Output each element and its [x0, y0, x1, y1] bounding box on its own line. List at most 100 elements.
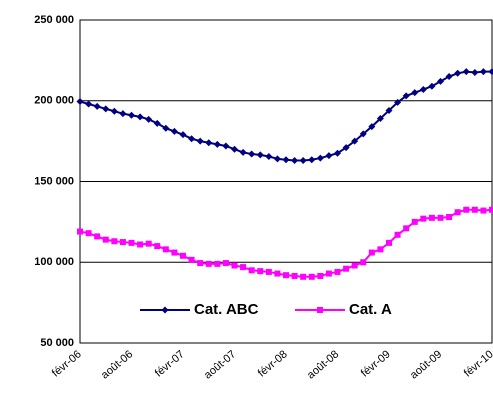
point	[368, 249, 375, 256]
point	[454, 209, 461, 216]
point	[308, 273, 315, 280]
point	[445, 73, 453, 81]
point	[222, 142, 230, 150]
point	[282, 156, 290, 164]
point	[359, 130, 367, 138]
point	[145, 240, 152, 247]
point	[351, 137, 359, 145]
point	[428, 214, 435, 221]
point	[180, 252, 186, 259]
point	[420, 215, 427, 222]
point	[360, 259, 367, 266]
point	[437, 214, 444, 221]
legend-marker	[317, 307, 323, 313]
point	[76, 98, 84, 106]
point	[248, 267, 255, 274]
point	[257, 268, 264, 275]
point	[428, 82, 436, 90]
point	[265, 152, 273, 160]
point	[231, 145, 238, 153]
y-tick-label: 250 000	[34, 14, 74, 26]
x-tick-label: août-07	[202, 348, 238, 381]
point	[222, 260, 229, 267]
point	[154, 243, 161, 250]
point	[239, 148, 247, 156]
legend-marker	[161, 306, 169, 314]
point	[419, 85, 427, 93]
y-tick-label: 200 000	[34, 95, 74, 107]
point	[488, 68, 493, 76]
point	[325, 152, 333, 160]
point	[291, 272, 298, 279]
y-tick-label: 50 000	[40, 337, 74, 349]
point	[162, 246, 169, 253]
point	[85, 230, 92, 237]
x-tick-label: août-06	[99, 348, 135, 381]
point	[480, 207, 487, 214]
point	[411, 89, 419, 97]
point	[128, 111, 135, 119]
point	[446, 214, 453, 221]
point	[171, 249, 178, 256]
point	[299, 157, 307, 165]
point	[93, 102, 101, 110]
point	[197, 260, 204, 267]
x-tick-label: août-08	[305, 348, 341, 381]
point	[137, 241, 144, 248]
point	[479, 68, 487, 76]
point	[170, 127, 178, 135]
point	[437, 77, 444, 85]
point	[334, 268, 341, 275]
point	[77, 228, 83, 235]
point	[110, 107, 118, 115]
point	[377, 246, 384, 253]
point	[386, 239, 392, 246]
point	[179, 131, 187, 139]
x-tick-label: févr-09	[359, 348, 393, 379]
point	[274, 270, 281, 277]
point	[402, 92, 410, 100]
point	[188, 256, 195, 263]
point	[351, 262, 358, 269]
point	[376, 115, 384, 123]
x-tick-label: févr-06	[50, 348, 84, 379]
point	[196, 137, 204, 145]
point	[308, 156, 316, 164]
point	[283, 272, 289, 279]
point	[463, 206, 470, 213]
point	[385, 106, 393, 114]
point	[240, 264, 247, 271]
point	[273, 155, 281, 163]
point	[128, 239, 135, 246]
point	[316, 154, 324, 162]
point	[325, 270, 332, 277]
point	[411, 218, 418, 225]
point	[111, 238, 118, 245]
point	[94, 233, 101, 240]
point	[213, 140, 221, 148]
point	[85, 100, 93, 108]
point	[256, 151, 264, 159]
point	[153, 119, 161, 127]
y-tick-label: 100 000	[34, 256, 74, 268]
point	[368, 123, 376, 131]
point	[300, 273, 307, 280]
point	[162, 124, 170, 132]
point	[231, 262, 238, 269]
point	[489, 206, 493, 213]
point	[248, 150, 256, 158]
point	[119, 110, 127, 118]
x-tick-label: févr-10	[462, 348, 493, 379]
point	[334, 149, 341, 157]
point	[394, 231, 401, 238]
point	[119, 239, 126, 246]
point	[188, 135, 196, 143]
point	[205, 260, 212, 267]
y-tick-label: 150 000	[34, 175, 74, 187]
point	[343, 265, 350, 272]
legend-label: Cat. ABC	[194, 301, 259, 318]
point	[403, 225, 410, 232]
plot-frame	[79, 19, 493, 344]
point	[471, 206, 478, 213]
